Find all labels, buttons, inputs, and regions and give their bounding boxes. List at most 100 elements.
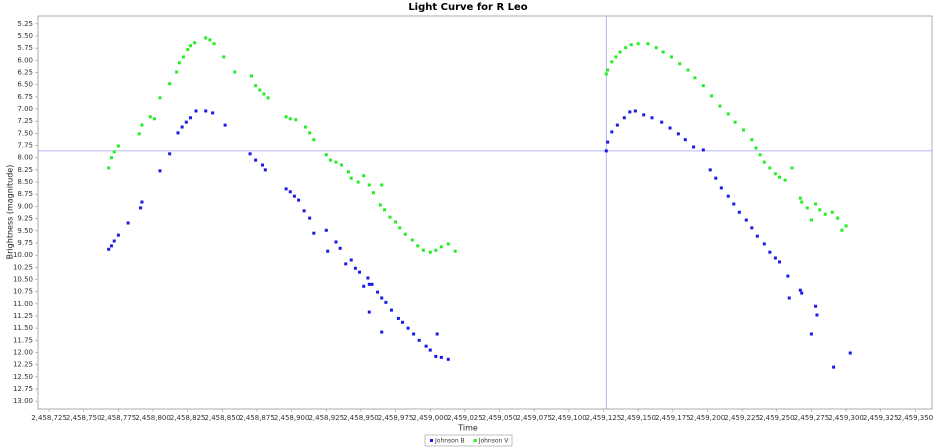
point <box>434 248 438 252</box>
point <box>421 248 425 252</box>
x-tick-label: 2,458,725 <box>31 414 67 422</box>
point <box>266 96 270 100</box>
y-axis-title: Brightness (magnitude) <box>6 165 15 260</box>
x-tick-label: 2,459,150 <box>620 414 656 422</box>
point <box>233 70 237 74</box>
legend-box <box>424 434 513 447</box>
point <box>624 46 628 50</box>
point <box>750 226 754 230</box>
point <box>312 138 316 142</box>
point <box>618 50 622 54</box>
point <box>708 168 712 172</box>
point <box>109 156 113 160</box>
point <box>284 115 288 119</box>
point <box>800 200 804 204</box>
point <box>112 150 116 154</box>
point <box>148 115 152 119</box>
point <box>294 118 298 122</box>
point <box>800 291 804 295</box>
point <box>604 149 608 153</box>
x-tick-label: 2,458,775 <box>101 414 137 422</box>
point <box>646 42 650 46</box>
x-tick-label: 2,459,325 <box>863 414 899 422</box>
point <box>733 120 737 124</box>
point <box>446 357 450 361</box>
legend-label: Johnson B <box>434 438 465 445</box>
y-tick-label: 10.75 <box>13 288 33 296</box>
point <box>844 224 848 228</box>
point <box>809 218 813 222</box>
point <box>182 55 186 59</box>
point <box>193 41 197 45</box>
point <box>109 244 113 248</box>
point <box>453 249 457 253</box>
point <box>362 174 366 178</box>
y-tick-label: 7.75 <box>17 142 33 150</box>
point <box>326 249 330 253</box>
point <box>406 326 410 330</box>
plot-area <box>37 15 933 410</box>
point <box>184 120 188 124</box>
point <box>762 242 766 246</box>
point <box>832 365 836 369</box>
point <box>211 111 215 115</box>
point <box>809 332 813 336</box>
x-tick-label: 2,458,800 <box>135 414 171 422</box>
point <box>732 202 736 206</box>
point <box>380 183 384 187</box>
point <box>750 138 754 142</box>
point <box>714 176 718 180</box>
point <box>633 109 637 113</box>
point <box>661 50 665 54</box>
point <box>344 262 348 266</box>
x-tick-label: 2,459,125 <box>586 414 622 422</box>
y-tick-label: 13.00 <box>13 397 33 405</box>
point <box>439 355 443 359</box>
point <box>798 288 802 292</box>
point <box>678 62 682 66</box>
point <box>367 183 371 187</box>
y-tick-label: 7.25 <box>17 117 33 125</box>
point <box>324 228 328 232</box>
y-tick-label: 9.00 <box>17 202 33 210</box>
point <box>783 178 787 182</box>
y-tick-label: 11.00 <box>13 300 33 308</box>
chart-title: Light Curve for R Leo <box>408 2 527 13</box>
point <box>223 123 227 127</box>
point <box>116 144 120 148</box>
point <box>718 104 722 108</box>
point <box>768 166 772 170</box>
point <box>790 166 794 170</box>
point <box>312 231 316 235</box>
point <box>606 140 610 144</box>
y-tick-label: 12.00 <box>13 349 33 357</box>
point <box>371 191 375 195</box>
x-tick-label: 2,459,275 <box>794 414 830 422</box>
point <box>669 55 673 59</box>
point <box>212 42 216 46</box>
point <box>261 163 265 167</box>
point <box>194 109 198 113</box>
legend-label: Johnson V <box>478 438 510 445</box>
point <box>188 44 192 48</box>
point <box>308 131 312 135</box>
y-tick-label: 5.50 <box>17 32 33 40</box>
y-tick-label: 11.25 <box>13 312 33 320</box>
point <box>787 296 791 300</box>
point <box>383 208 387 212</box>
point <box>778 175 782 179</box>
x-tick-label: 2,458,850 <box>205 414 241 422</box>
x-tick-label: 2,458,750 <box>66 414 102 422</box>
x-axis-title: Time <box>457 424 478 433</box>
point <box>786 274 790 278</box>
x-tick-label: 2,459,175 <box>655 414 691 422</box>
point <box>288 117 292 121</box>
point <box>140 200 144 204</box>
y-tick-label: 12.75 <box>13 385 33 393</box>
point <box>389 308 393 312</box>
point <box>636 42 640 46</box>
point <box>798 196 802 200</box>
point <box>139 206 143 210</box>
y-tick-label: 8.25 <box>17 166 33 174</box>
point <box>370 282 374 286</box>
